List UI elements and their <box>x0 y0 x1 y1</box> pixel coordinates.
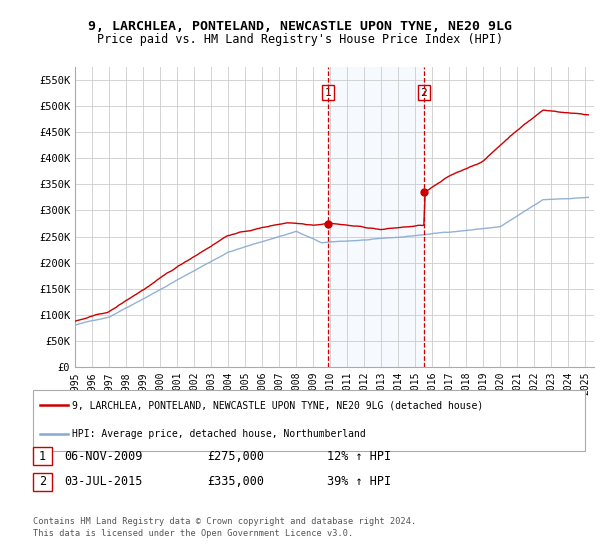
Text: 39% ↑ HPI: 39% ↑ HPI <box>327 475 391 488</box>
Text: 1: 1 <box>325 88 331 97</box>
Text: 9, LARCHLEA, PONTELAND, NEWCASTLE UPON TYNE, NE20 9LG (detached house): 9, LARCHLEA, PONTELAND, NEWCASTLE UPON T… <box>72 400 483 410</box>
Text: 2: 2 <box>421 88 427 97</box>
Text: 12% ↑ HPI: 12% ↑ HPI <box>327 450 391 463</box>
Text: £275,000: £275,000 <box>207 450 264 463</box>
Text: 03-JUL-2015: 03-JUL-2015 <box>64 475 143 488</box>
Text: £335,000: £335,000 <box>207 475 264 488</box>
Text: 2: 2 <box>39 475 46 488</box>
Text: HPI: Average price, detached house, Northumberland: HPI: Average price, detached house, Nort… <box>72 430 366 440</box>
Text: 06-NOV-2009: 06-NOV-2009 <box>64 450 143 463</box>
Bar <box>328 67 424 367</box>
Text: Price paid vs. HM Land Registry's House Price Index (HPI): Price paid vs. HM Land Registry's House … <box>97 32 503 46</box>
Text: 1: 1 <box>39 450 46 463</box>
Text: 9, LARCHLEA, PONTELAND, NEWCASTLE UPON TYNE, NE20 9LG: 9, LARCHLEA, PONTELAND, NEWCASTLE UPON T… <box>88 20 512 33</box>
Text: Contains HM Land Registry data © Crown copyright and database right 2024.
This d: Contains HM Land Registry data © Crown c… <box>33 517 416 538</box>
